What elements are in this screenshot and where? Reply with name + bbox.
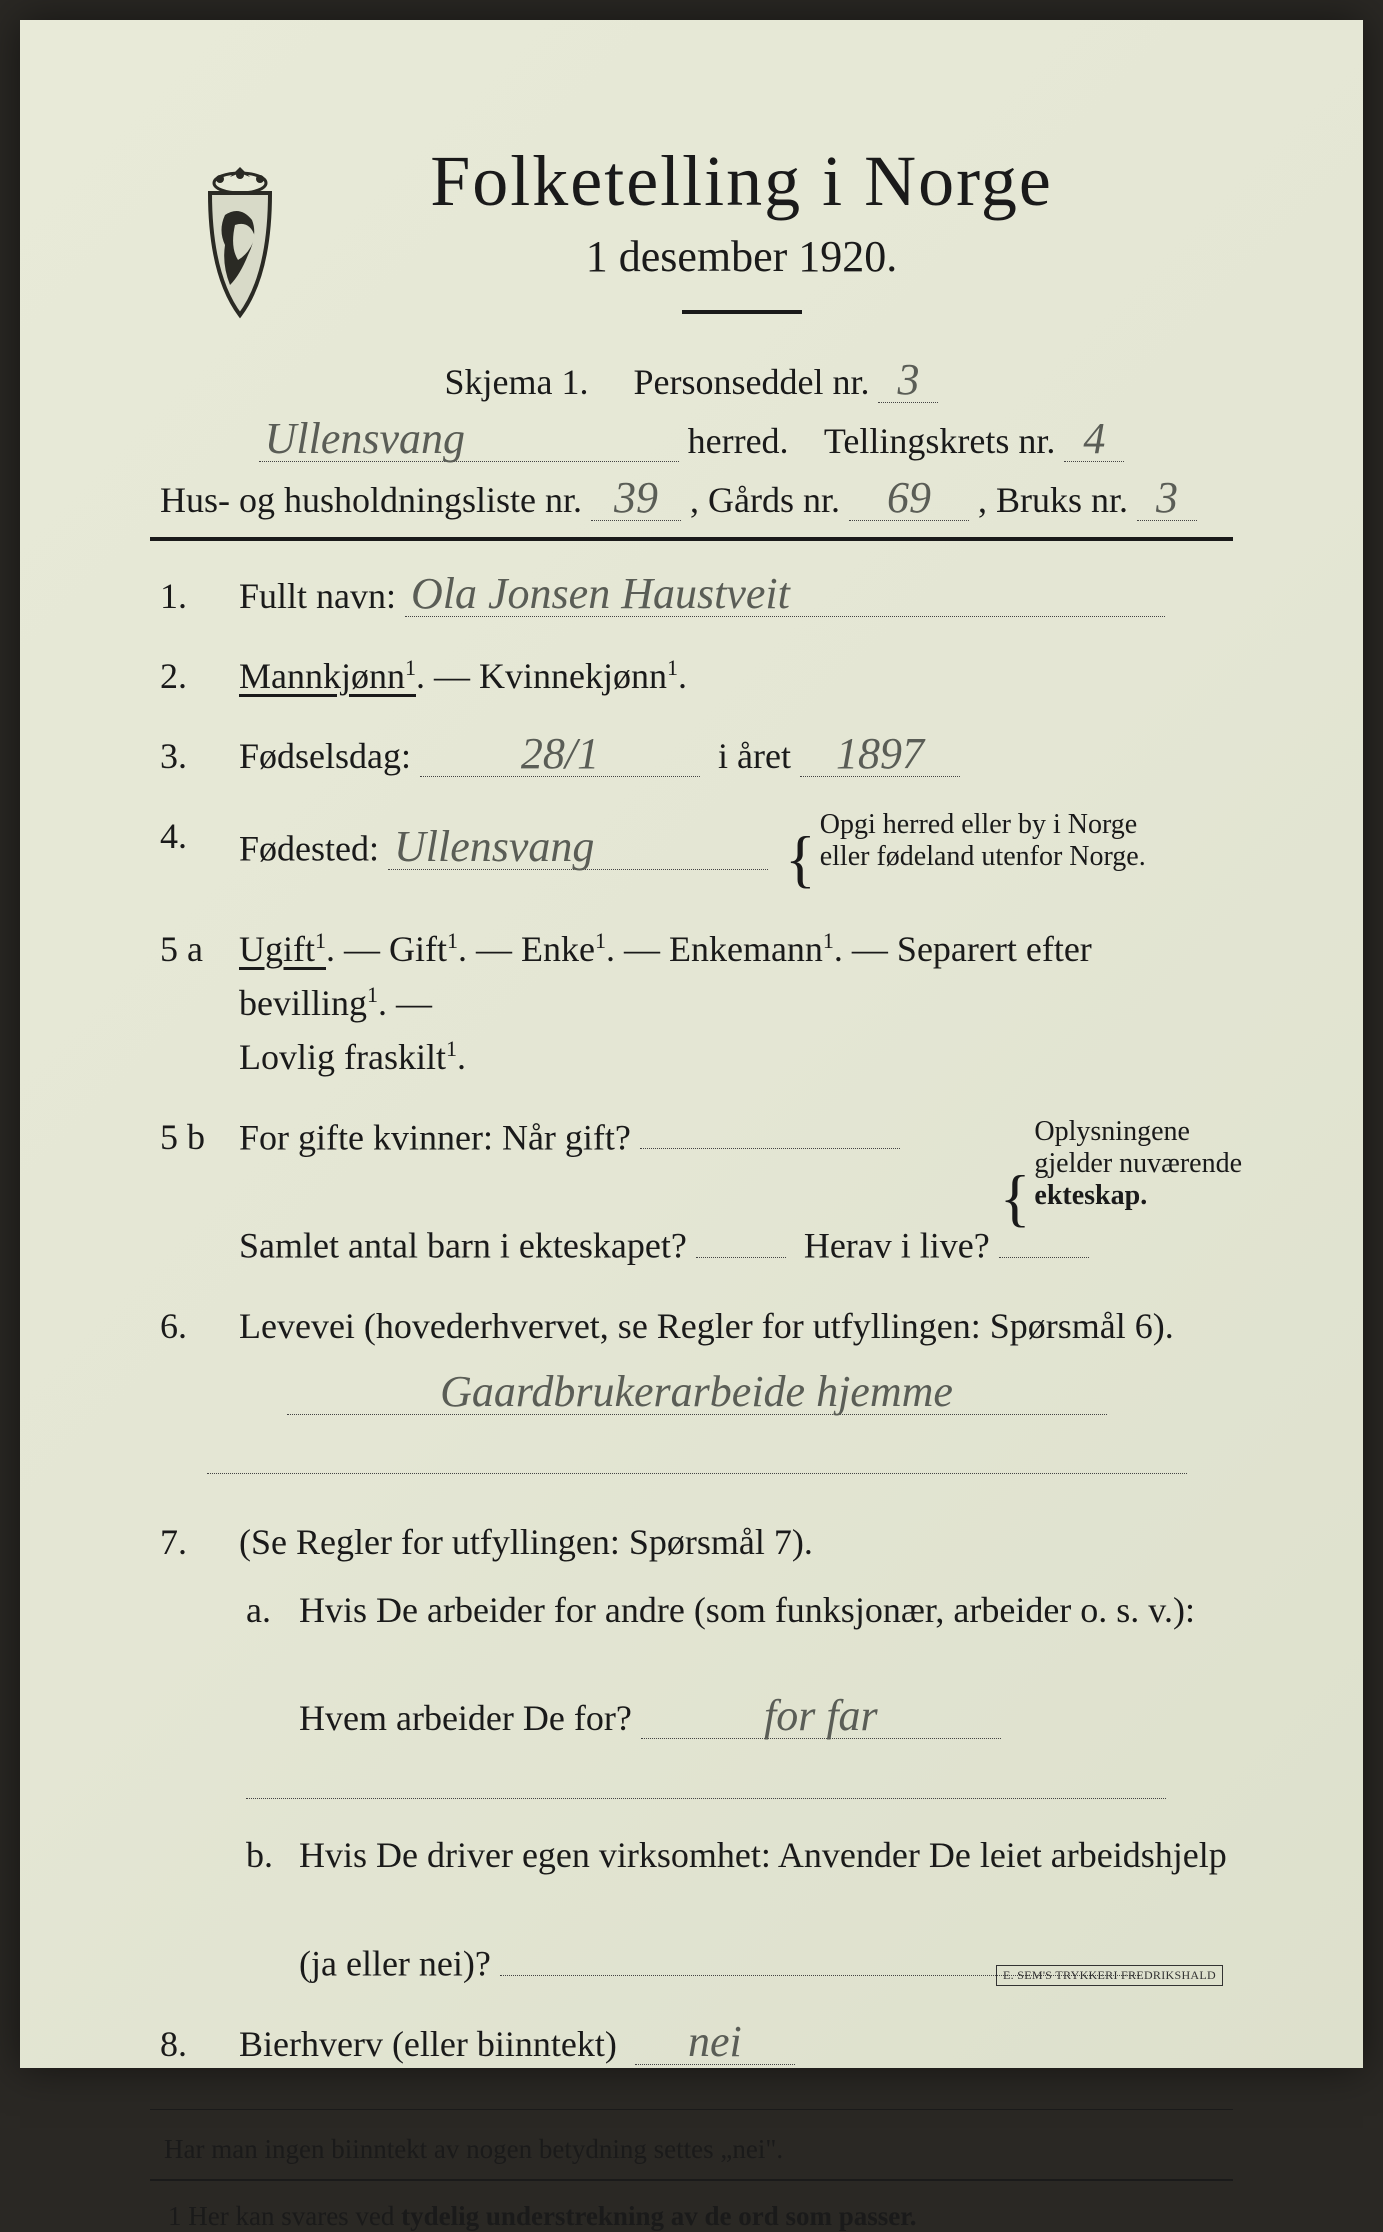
q7a-text2: Hvem arbeider De for?	[299, 1698, 632, 1738]
personseddel-nr: 3	[878, 358, 938, 403]
q6: 6. Levevei (hovederhvervet, se Regler fo…	[150, 1299, 1233, 1490]
q5b-note: { Oplysningene gjelder nuværende ekteska…	[1000, 1116, 1242, 1235]
q2: 2. Mannkjønn1. — Kvinnekjønn1.	[150, 649, 1233, 703]
meta-line-3: Hus- og husholdningsliste nr. 39 , Gårds…	[150, 476, 1233, 521]
q8-num: 8.	[160, 2017, 230, 2071]
q6-blank2	[207, 1435, 1187, 1475]
q7a-label: a.	[246, 1583, 290, 1637]
q1-label: Fullt navn:	[239, 576, 396, 616]
q5b-line1: For gifte kvinner: Når gift?	[239, 1117, 631, 1157]
coat-of-arms-icon	[180, 165, 300, 325]
skjema-label: Skjema 1.	[445, 362, 589, 402]
tellingskrets-nr: 4	[1064, 417, 1124, 462]
personseddel-label: Personseddel nr.	[634, 362, 870, 402]
q5b-line2a: Samlet antal barn i ekteskapet?	[239, 1226, 687, 1266]
q2-kvinne: Kvinnekjønn1	[479, 656, 678, 696]
q1-num: 1.	[160, 569, 230, 623]
meta-block: Skjema 1. Personseddel nr. 3 Ullensvang …	[150, 358, 1233, 521]
footer-note-2: 1 Her kan svares ved tydelig understrekn…	[150, 2201, 1233, 2232]
tellingskrets-label: Tellingskrets nr.	[824, 421, 1055, 461]
q3-year: 1897	[800, 732, 960, 777]
q5a-num: 5 a	[160, 922, 230, 976]
q5a-fraskilt: Lovlig fraskilt1	[239, 1037, 457, 1077]
rule-thin-2	[150, 2179, 1233, 2181]
q5a-gift: Gift1	[389, 929, 458, 969]
q3-iaret: i året	[718, 736, 791, 776]
q5a: 5 a Ugift1. — Gift1. — Enke1. — Enkemann…	[150, 922, 1233, 1084]
q5b: 5 b For gifte kvinner: Når gift? { Oplys…	[150, 1110, 1233, 1273]
q4-value: Ullensvang	[388, 825, 768, 870]
q7b-text2: (ja eller nei)?	[299, 1944, 491, 1984]
q3-num: 3.	[160, 729, 230, 783]
q4-note: { Opgi herred eller by i Norge eller fød…	[785, 809, 1146, 896]
hus-nr: 39	[591, 476, 681, 521]
q4-num: 4.	[160, 809, 230, 863]
q8: 8. Bierhverv (eller biinntekt) nei	[150, 2017, 1233, 2071]
q5a-ugift: Ugift1	[239, 929, 326, 969]
q6-value: Gaardbrukerarbeide hjemme	[287, 1370, 1107, 1415]
herred-value: Ullensvang	[259, 417, 679, 462]
q7a-blank2	[246, 1759, 1166, 1799]
q5b-gift-blank	[640, 1110, 900, 1150]
q7b-label: b.	[246, 1828, 290, 1882]
q7a-value: for far	[641, 1694, 1001, 1739]
questions: 1. Fullt navn: Ola Jonsen Haustveit 2. M…	[150, 569, 1233, 2071]
q2-num: 2.	[160, 649, 230, 703]
q6-label: Levevei (hovederhvervet, se Regler for u…	[239, 1306, 1174, 1346]
census-form-page: Folketelling i Norge 1 desember 1920. Sk…	[20, 20, 1363, 2068]
gaards-label: , Gårds nr.	[690, 480, 840, 520]
title-main: Folketelling i Norge	[250, 140, 1233, 223]
q8-label: Bierhverv (eller biinntekt)	[239, 2024, 617, 2064]
bruks-label: , Bruks nr.	[978, 480, 1128, 520]
q1-value: Ola Jonsen Haustveit	[405, 572, 1165, 617]
q8-value: nei	[635, 2020, 795, 2065]
q5a-enke: Enke1	[521, 929, 606, 969]
gaards-nr: 69	[849, 476, 969, 521]
q5b-num: 5 b	[160, 1110, 230, 1164]
rule-thick-1	[150, 537, 1233, 541]
meta-line-1: Skjema 1. Personseddel nr. 3	[150, 358, 1233, 403]
q7a-text1: Hvis De arbeider for andre (som funksjon…	[299, 1590, 1195, 1630]
q4-label: Fødested:	[239, 829, 379, 869]
herred-label: herred.	[688, 421, 789, 461]
q3-day: 28/1	[420, 732, 700, 777]
meta-line-2: Ullensvang herred. Tellingskrets nr. 4	[150, 417, 1233, 462]
hus-label: Hus- og husholdningsliste nr.	[160, 480, 582, 520]
q7b-text1: Hvis De driver egen virksomhet: Anvender…	[299, 1835, 1227, 1875]
printer-mark: E. SEM'S TRYKKERI FREDRIKSHALD	[996, 1965, 1223, 1986]
q6-num: 6.	[160, 1299, 230, 1353]
q5a-enkemann: Enkemann1	[669, 929, 834, 969]
q7a: a. Hvis De arbeider for andre (som funks…	[160, 1583, 1233, 1745]
q5b-barn-blank	[696, 1218, 786, 1258]
q5b-line2b: Herav i live?	[804, 1226, 990, 1266]
title-rule	[682, 310, 802, 314]
q1: 1. Fullt navn: Ola Jonsen Haustveit	[150, 569, 1233, 623]
title-date: 1 desember 1920.	[250, 231, 1233, 282]
q2-dash: —	[434, 656, 479, 696]
title-block: Folketelling i Norge 1 desember 1920.	[150, 140, 1233, 314]
q3: 3. Fødselsdag: 28/1 i året 1897	[150, 729, 1233, 783]
q7-num: 7.	[160, 1515, 230, 1569]
footer-note-1: Har man ingen biinntekt av nogen betydni…	[150, 2134, 1233, 2165]
rule-thin-1	[150, 2109, 1233, 2111]
q2-mann: Mannkjønn1	[239, 656, 416, 696]
q7: 7. (Se Regler for utfyllingen: Spørsmål …	[150, 1515, 1233, 1990]
q7-label: (Se Regler for utfyllingen: Spørsmål 7).	[239, 1522, 813, 1562]
q4: 4. Fødested: Ullensvang { Opgi herred el…	[150, 809, 1233, 896]
q3-label: Fødselsdag:	[239, 736, 411, 776]
bruks-nr: 3	[1137, 476, 1197, 521]
